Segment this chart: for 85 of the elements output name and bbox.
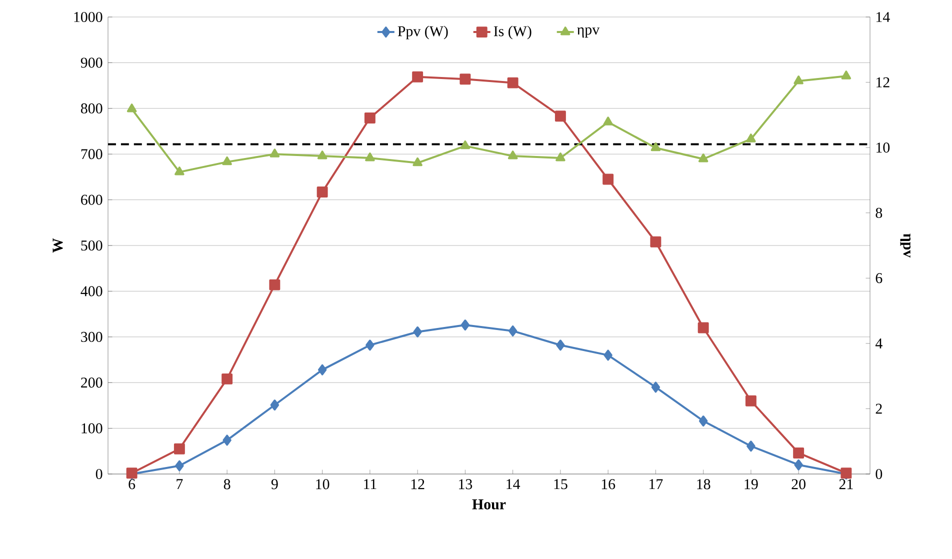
y-tick-label: 500	[81, 240, 102, 251]
point	[126, 104, 137, 112]
legend-label: Ppv (W)	[398, 26, 448, 40]
x-tick-label: 7	[176, 479, 183, 489]
point	[270, 400, 280, 410]
point	[651, 382, 660, 393]
point	[175, 460, 184, 472]
legend-label: ηpv	[577, 27, 600, 38]
point	[603, 116, 613, 126]
y-tick-label: 300	[81, 332, 102, 342]
point	[460, 320, 470, 330]
x-tick-label: 11	[364, 479, 376, 490]
point	[554, 110, 566, 122]
y-tick-label: 0	[96, 468, 102, 480]
y-axis-title: W	[52, 238, 63, 253]
point	[413, 326, 422, 338]
point	[365, 152, 375, 162]
y-tick-label: 600	[81, 194, 102, 205]
x-tick-label: 6	[128, 479, 136, 490]
x-tick-label: 13	[459, 479, 472, 490]
point	[602, 174, 614, 185]
point	[745, 395, 756, 406]
point	[556, 152, 566, 162]
point	[174, 443, 185, 454]
y2-axis-title: ηpv	[900, 234, 911, 258]
y-tick-label: 700	[81, 149, 102, 160]
point	[794, 75, 804, 84]
point	[746, 134, 756, 142]
point	[508, 325, 518, 336]
point	[698, 322, 709, 334]
point	[317, 150, 328, 160]
point	[364, 112, 376, 124]
point	[650, 236, 662, 248]
point	[508, 150, 518, 160]
point	[604, 350, 612, 361]
y2-tick-label: 0	[876, 468, 882, 480]
x-tick-label: 9	[271, 479, 278, 490]
point	[366, 340, 374, 351]
point	[556, 340, 565, 351]
point	[841, 70, 852, 80]
point	[698, 416, 708, 426]
y2-tick-label: 10	[876, 142, 890, 153]
x-tick-label: 15	[554, 479, 568, 490]
point	[460, 140, 470, 150]
x-tick-label: 8	[224, 479, 230, 490]
y-tick-label: 1000	[74, 12, 102, 22]
point	[794, 459, 803, 470]
x-tick-label: 17	[650, 479, 663, 490]
y2-tick-label: 2	[876, 404, 882, 414]
point	[412, 71, 424, 82]
y2-tick-label: 6	[876, 273, 882, 284]
point	[222, 373, 233, 384]
y2-tick-label: 8	[876, 208, 882, 218]
legend-label: Is (W)	[494, 26, 532, 40]
point	[698, 154, 708, 162]
x-tick-label: 16	[602, 479, 616, 490]
x-tick-label: 12	[411, 479, 424, 490]
y-tick-label: 100	[82, 423, 102, 434]
y2-tick-label: 4	[875, 338, 882, 348]
point	[318, 364, 327, 376]
point	[460, 74, 471, 85]
y-tick-label: 400	[80, 286, 102, 296]
point	[174, 166, 184, 176]
point	[793, 447, 804, 458]
x-tick-label: 20	[792, 479, 806, 490]
point	[412, 157, 422, 166]
point	[269, 279, 280, 290]
y2-tick-label: 14	[876, 12, 890, 22]
y2-tick-label: 12	[876, 77, 890, 88]
x-tick-label: 18	[697, 479, 710, 490]
x-axis-title: Hour	[472, 499, 506, 510]
x-tick-label: 19	[744, 479, 758, 490]
y-tick-label: 800	[80, 103, 102, 114]
y-tick-label: 900	[80, 58, 102, 68]
x-tick-label: 21	[839, 479, 853, 490]
point	[222, 434, 232, 446]
x-tick-label: 10	[316, 479, 330, 490]
point	[507, 77, 518, 88]
x-tick-label: 14	[506, 479, 520, 490]
y-tick-label: 200	[81, 378, 102, 388]
point	[270, 148, 280, 158]
point	[222, 156, 232, 166]
point	[746, 440, 756, 452]
point	[650, 142, 661, 152]
point	[316, 186, 328, 198]
